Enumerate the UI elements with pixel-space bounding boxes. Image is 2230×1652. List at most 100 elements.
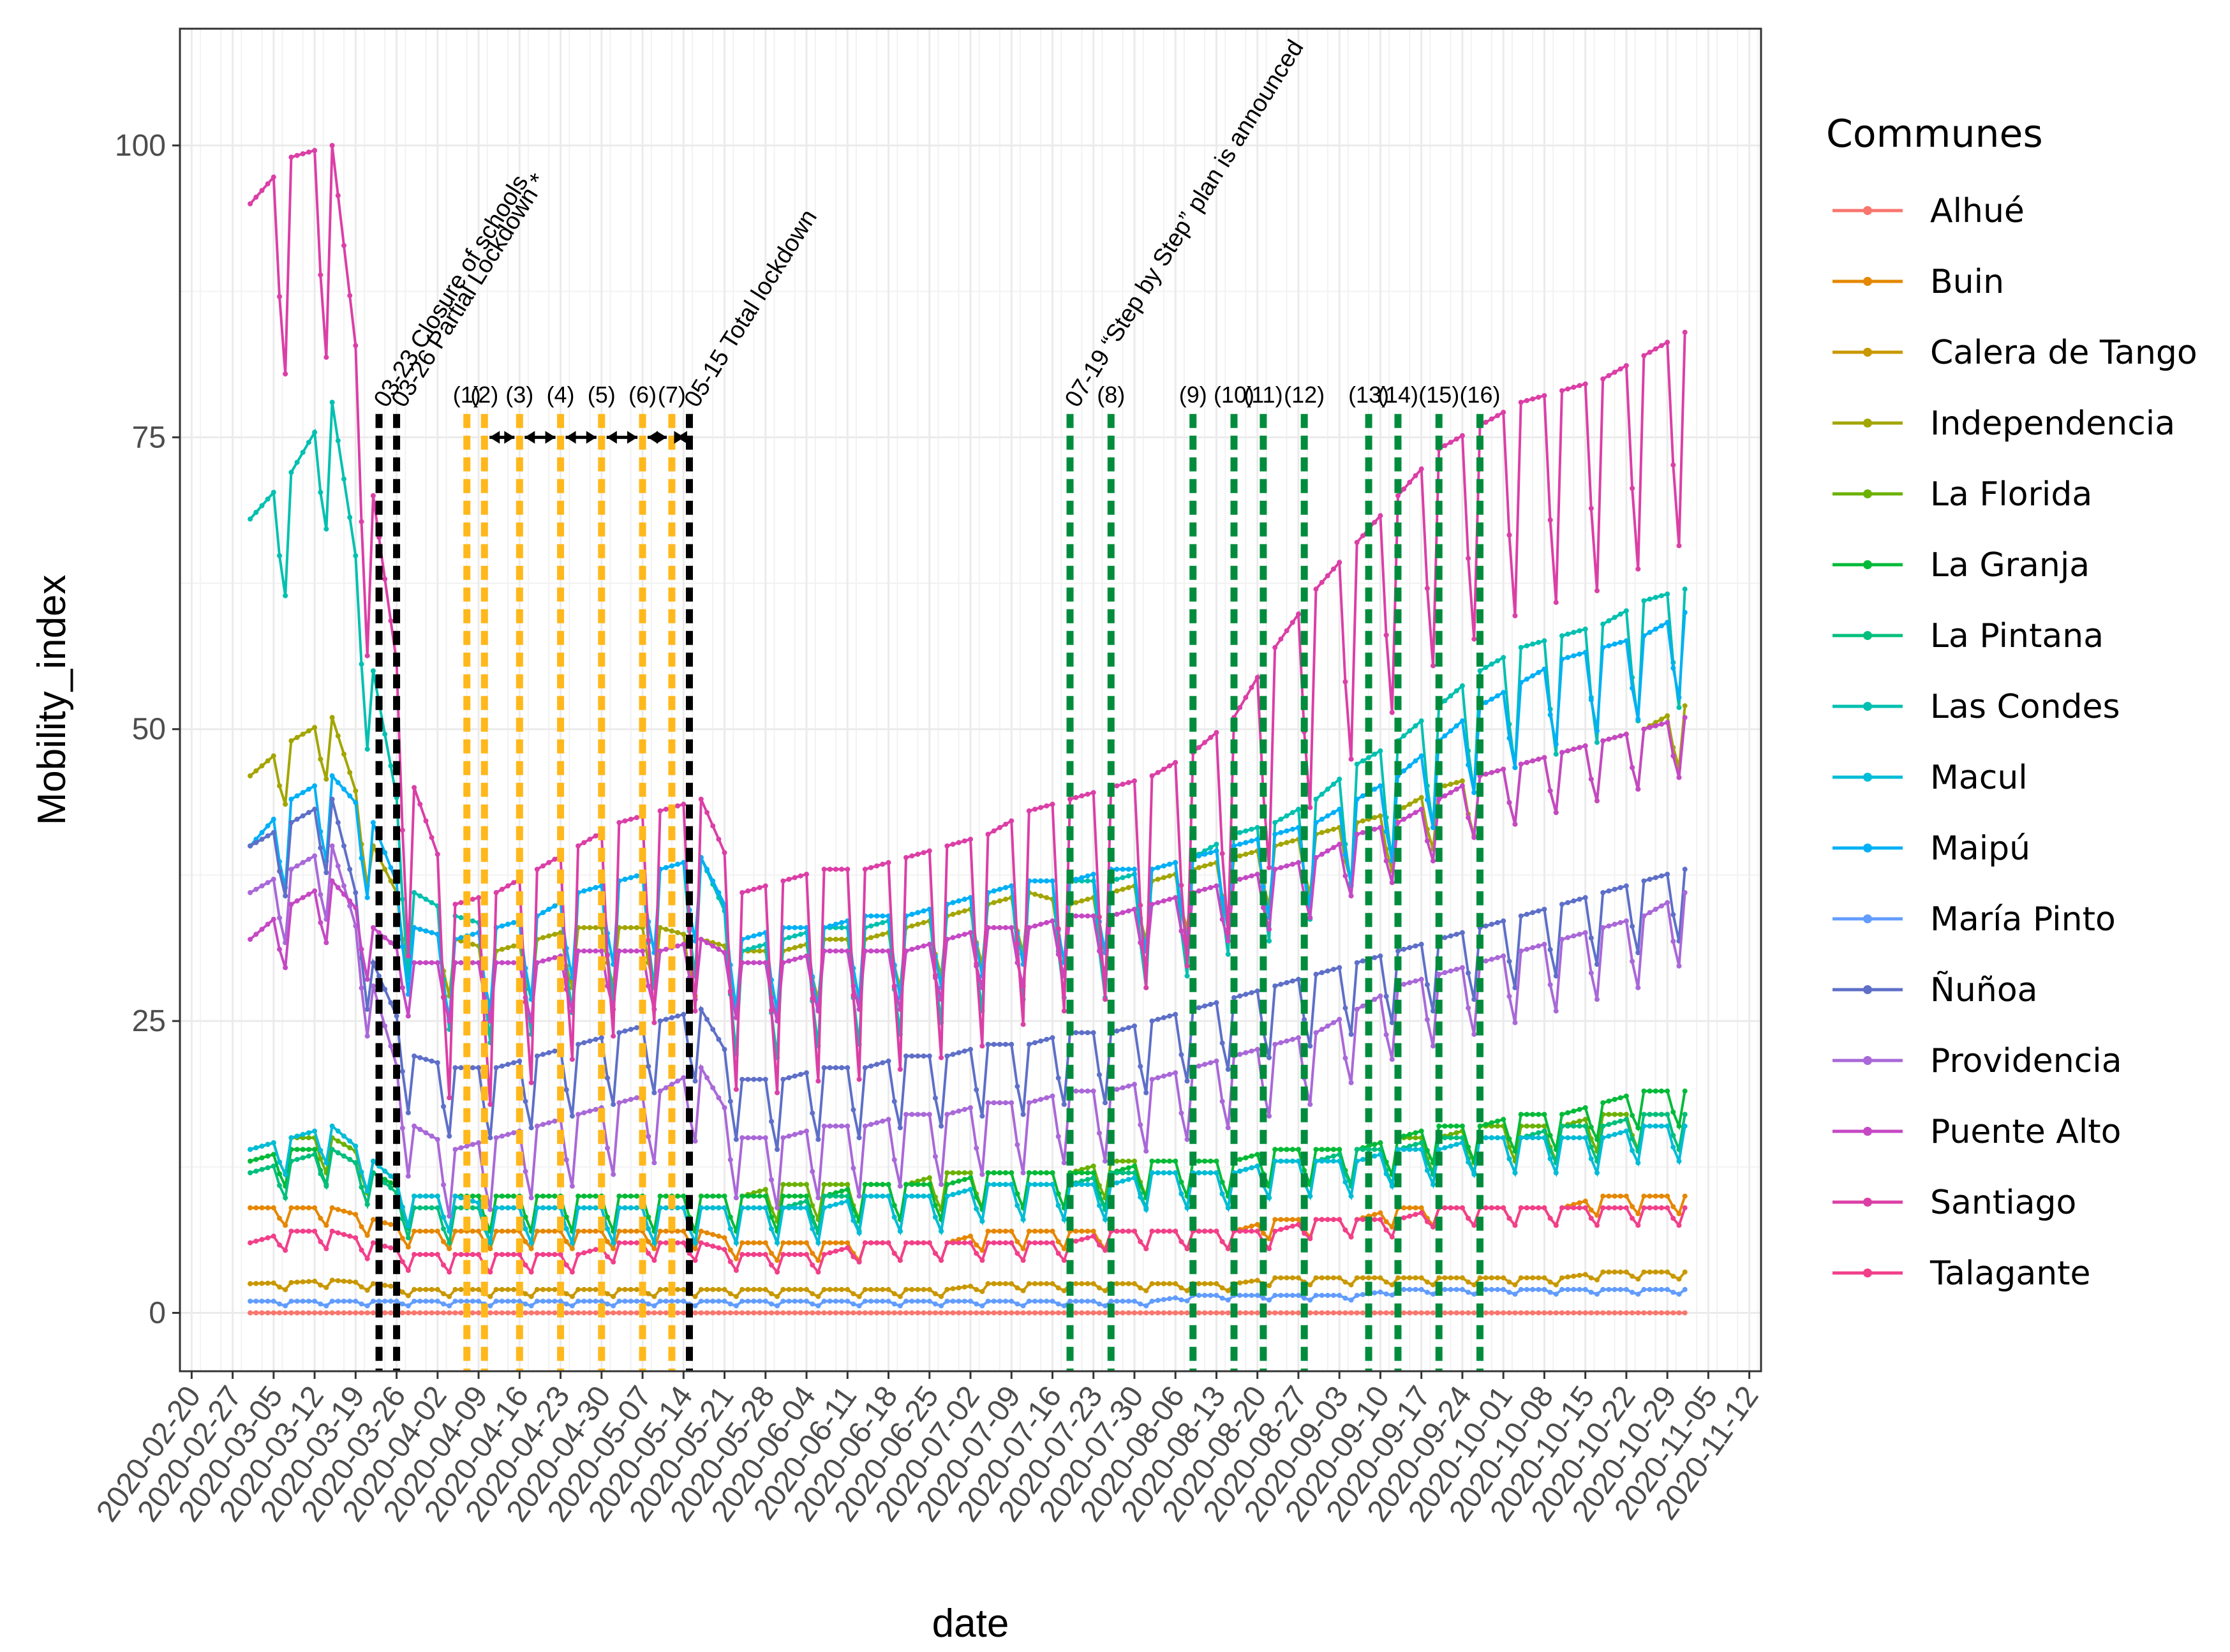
series-point <box>1055 1075 1061 1081</box>
series-point <box>412 1123 417 1129</box>
series-point <box>1061 1101 1067 1107</box>
series-point <box>1208 1170 1214 1175</box>
series-point <box>593 1247 598 1253</box>
series-point <box>1448 728 1453 734</box>
series-point <box>974 961 979 967</box>
series-point <box>1378 953 1383 959</box>
series-point <box>587 1248 593 1254</box>
series-point <box>441 1104 446 1109</box>
series-point <box>880 919 886 925</box>
series-point <box>253 840 259 845</box>
series-point <box>1313 1275 1319 1281</box>
series-point <box>552 1205 558 1210</box>
series-point <box>1606 1286 1612 1292</box>
series-point <box>1313 971 1319 977</box>
series-point <box>740 1310 745 1316</box>
series-point <box>950 900 956 905</box>
series-point <box>1214 1281 1219 1286</box>
series-point <box>1389 1310 1395 1316</box>
series-point <box>786 1252 792 1257</box>
series-point <box>903 1286 909 1292</box>
series-point <box>1237 1052 1243 1057</box>
series-point <box>1061 1008 1067 1014</box>
series-point <box>1571 1108 1577 1114</box>
series-point <box>253 1281 259 1286</box>
series-point <box>798 873 803 879</box>
series-point <box>1582 1286 1588 1292</box>
series-point <box>417 801 423 807</box>
series-point <box>552 1119 558 1124</box>
series-point <box>1032 923 1037 929</box>
series-point <box>1378 813 1383 819</box>
series-point <box>487 1135 493 1141</box>
series-point <box>364 895 370 900</box>
series-point <box>1015 1203 1020 1209</box>
series-point <box>1641 1112 1647 1117</box>
series-point <box>1032 807 1037 812</box>
series-point <box>563 1226 569 1232</box>
series-point <box>1331 1147 1336 1152</box>
series-point <box>1120 1170 1126 1175</box>
series-point <box>364 1006 370 1012</box>
series-point <box>1184 1288 1190 1293</box>
series-point <box>1290 1147 1295 1152</box>
series-point <box>1284 980 1290 985</box>
series-point <box>1676 1211 1682 1216</box>
series-point <box>294 1157 300 1163</box>
series-point <box>511 1060 517 1066</box>
series-point <box>283 1223 288 1228</box>
series-point <box>944 1286 950 1292</box>
series-point <box>248 1147 253 1152</box>
series-point <box>364 747 370 752</box>
series-point <box>1506 1136 1512 1142</box>
series-point <box>1530 1123 1536 1129</box>
series-point <box>288 1299 294 1304</box>
series-point <box>1676 695 1682 701</box>
series-point <box>1243 851 1249 857</box>
series-point <box>804 1182 809 1187</box>
series-point <box>370 925 376 930</box>
arrow-head-right <box>656 431 667 444</box>
series-point <box>1272 983 1278 989</box>
series-point <box>259 1237 265 1242</box>
series-point <box>1606 618 1612 623</box>
series-point <box>341 786 346 792</box>
series-point <box>839 948 845 954</box>
series-point <box>628 1299 634 1304</box>
series-point <box>1161 1073 1166 1079</box>
series-point <box>1096 1285 1102 1291</box>
series-point <box>1149 867 1155 872</box>
series-point <box>1360 1275 1365 1281</box>
series-point <box>833 921 838 927</box>
series-point <box>441 1182 446 1187</box>
series-point <box>1003 1299 1009 1304</box>
series-point <box>1325 1147 1330 1152</box>
series-point <box>1542 638 1547 644</box>
series-point <box>968 895 973 900</box>
series-point <box>277 946 282 952</box>
series-point <box>1325 968 1330 974</box>
series-point <box>1600 738 1606 743</box>
series-point <box>1284 1217 1290 1223</box>
series-point <box>1231 843 1237 849</box>
series-point <box>874 913 880 919</box>
series-point <box>874 921 880 927</box>
series-point <box>312 1278 318 1284</box>
series-point <box>528 1293 534 1299</box>
series-point <box>1418 1310 1424 1316</box>
series-point <box>370 1310 376 1316</box>
series-point <box>1161 1297 1166 1302</box>
series-point <box>271 1163 276 1169</box>
series-point <box>757 1252 762 1257</box>
series-point <box>1184 1136 1190 1142</box>
series-point <box>1453 1310 1459 1316</box>
series-point <box>505 1131 510 1137</box>
series-point <box>634 815 639 821</box>
series-point <box>388 1000 394 1006</box>
series-point <box>429 1193 435 1199</box>
series-point <box>997 824 1002 830</box>
series-point <box>511 1205 517 1210</box>
series-point <box>1524 1123 1529 1129</box>
series-point <box>546 956 552 962</box>
series-point <box>1413 810 1418 815</box>
